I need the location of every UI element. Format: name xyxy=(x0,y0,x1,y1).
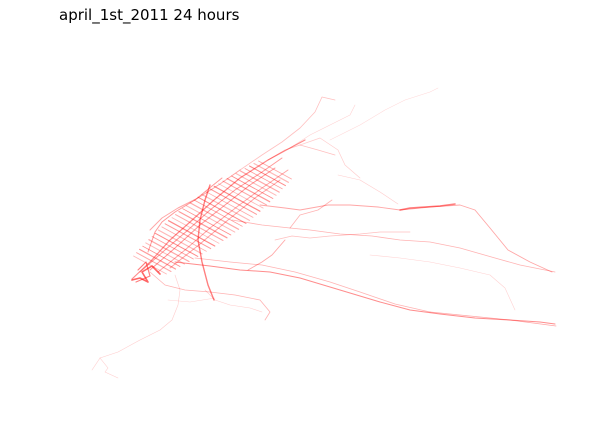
brooklyn-traces xyxy=(91,239,286,379)
figure-title: april_1st_2011 24 hours xyxy=(59,6,240,24)
jfk-traces xyxy=(174,257,557,327)
downtown-dense-traces xyxy=(131,261,161,283)
queens-traces xyxy=(231,174,556,311)
bronx-traces xyxy=(239,87,439,179)
manhattan-grid-traces xyxy=(133,160,292,275)
manhattan-avenue-traces xyxy=(131,139,306,301)
